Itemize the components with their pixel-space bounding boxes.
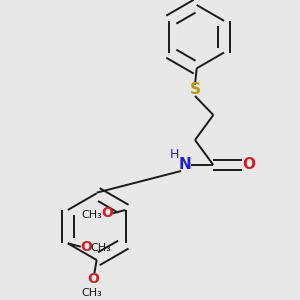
Text: CH₃: CH₃ [82,210,103,220]
Text: CH₃: CH₃ [81,288,102,298]
Text: S: S [190,82,200,98]
Text: N: N [178,158,191,172]
Text: O: O [80,240,92,254]
Text: H: H [169,148,179,161]
Text: O: O [87,272,99,286]
Text: CH₃: CH₃ [91,243,112,253]
Text: O: O [242,158,256,172]
Text: O: O [101,206,113,220]
